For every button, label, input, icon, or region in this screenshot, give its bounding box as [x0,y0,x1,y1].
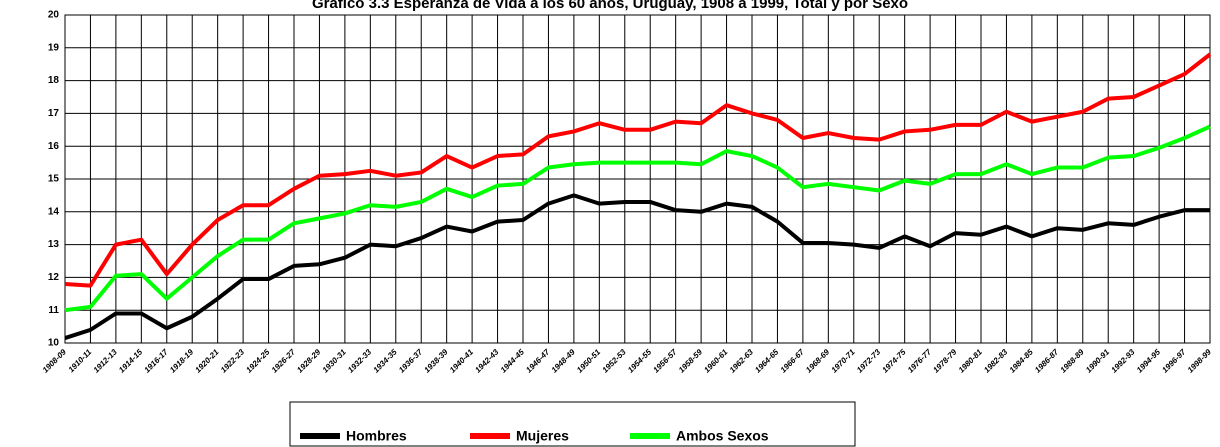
x-tick-label: 1924-25 [244,347,272,375]
legend-label: Ambos Sexos [676,428,769,444]
x-tick-label: 1946-47 [524,347,552,375]
x-tick-label: 1952-53 [601,347,629,375]
x-tick-label: 1934-35 [372,347,400,375]
x-tick-label: 1948-49 [550,347,578,375]
x-tick-label: 1978-79 [931,347,959,375]
x-tick-label: 1914-15 [117,347,145,375]
x-tick-label: 1920-21 [193,347,221,375]
x-tick-label: 1940-41 [448,347,476,375]
legend-box [289,401,856,447]
x-tick-label: 1972-73 [855,347,883,375]
y-tick-label: 17 [48,108,60,119]
series-line [64,124,1211,313]
y-tick-label: 18 [48,75,60,86]
x-tick-label: 1908-09 [41,347,69,375]
y-tick-label: 20 [48,10,60,21]
x-tick-label: 1974-75 [880,347,908,375]
x-tick-label: 1992-93 [1109,347,1137,375]
x-tick-label: 1936-37 [397,347,425,375]
x-tick-label: 1938-39 [422,347,450,375]
legend: Hombres Mujeres Ambos Sexos [289,401,856,447]
x-tick-label: 1994-95 [1135,347,1163,375]
legend-label: Hombres [346,428,407,444]
x-tick-label: 1942-43 [473,347,501,375]
x-tick-label: 1968-69 [804,347,832,375]
x-tick-label: 1932-33 [346,347,374,375]
x-tick-label: 1990-91 [1084,347,1112,375]
y-tick-label: 19 [48,42,60,53]
y-tick-label: 12 [48,272,60,283]
x-tick-label: 1980-81 [957,347,985,375]
x-tick-label: 1966-67 [779,347,807,375]
legend-label: Mujeres [516,428,569,444]
chart-title: Gráfico 3.3 Esperanza de Vida a los 60 a… [312,0,908,12]
y-tick-label: 13 [48,239,60,250]
x-tick-label: 1976-77 [906,347,934,375]
x-tick-label: 1958-59 [677,347,705,375]
x-tick-label: 1996-97 [1160,347,1188,375]
x-tick-label: 1988-89 [1059,347,1087,375]
series-line [64,193,1210,340]
x-tick-label: 1930-31 [321,347,349,375]
x-tick-label: 1922-23 [219,347,247,375]
x-tick-label: 1986-87 [1033,347,1061,375]
x-tick-label: 1970-71 [830,347,858,375]
x-tick-label: 1956-57 [651,347,679,375]
series-line [64,52,1212,288]
y-tick-label: 15 [48,174,60,185]
x-tick-label: 1912-13 [92,347,120,375]
x-tick-label: 1964-65 [753,347,781,375]
y-tick-label: 10 [48,338,60,349]
x-tick-label: 1962-63 [728,347,756,375]
x-tick-label: 1944-45 [499,347,527,375]
y-tick-label: 16 [48,141,60,152]
x-tick-label: 1950-51 [575,347,603,375]
x-tick-label: 1982-83 [982,347,1010,375]
y-tick-label: 14 [48,206,60,217]
x-tick-label: 1916-17 [143,347,171,375]
x-tick-label: 1918-19 [168,347,196,375]
x-tick-label: 1998-99 [1186,347,1214,375]
y-tick-label: 11 [48,305,59,316]
x-tick-label: 1910-11 [67,347,94,374]
x-tick-label: 1928-29 [295,347,323,375]
x-tick-label: 1926-27 [270,347,298,375]
x-tick-label: 1984-85 [1008,347,1036,375]
x-tick-label: 1954-55 [626,347,654,375]
x-tick-label: 1960-61 [702,347,730,375]
